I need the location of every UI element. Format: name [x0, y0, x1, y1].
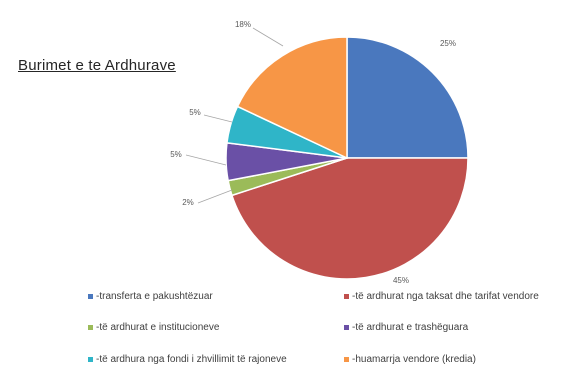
- data-label: 5%: [170, 150, 182, 159]
- legend-swatch: [88, 357, 93, 362]
- legend-label: -të ardhurat nga taksat dhe tarifat vend…: [352, 291, 539, 302]
- slice-labels: 25% 45% 2% 5% 5% 18%: [170, 20, 456, 285]
- legend-label: -transferta e pakushtëzuar: [96, 291, 213, 302]
- legend-item-trasheguara: -të ardhurat e trashëguara: [344, 322, 468, 333]
- data-label: 18%: [235, 20, 251, 29]
- leader-lines: [185, 27, 284, 204]
- data-label: 25%: [440, 39, 456, 48]
- legend-swatch: [88, 325, 93, 330]
- legend-swatch: [344, 294, 349, 299]
- legend-item-taksat: -të ardhurat nga taksat dhe tarifat vend…: [344, 291, 539, 302]
- legend-label: -të ardhurat e institucioneve: [96, 322, 220, 333]
- data-label: 2%: [182, 198, 194, 207]
- legend-label: -huamarrja vendore (kredia): [352, 354, 476, 365]
- legend-item-fondi: -të ardhura nga fondi i zhvillimit të ra…: [88, 354, 287, 365]
- pie-slice: [230, 157, 469, 280]
- legend-item-huamarrja: -huamarrja vendore (kredia): [344, 354, 476, 365]
- legend-item-transferta: -transferta e pakushtëzuar: [88, 291, 213, 302]
- leader-line: [197, 189, 233, 204]
- legend-item-institucioneve: -të ardhurat e institucioneve: [88, 322, 219, 333]
- legend-label: -të ardhurat e trashëguara: [352, 322, 469, 333]
- pie-slices: [225, 36, 469, 280]
- leader-line: [185, 154, 227, 166]
- leader-line: [203, 114, 233, 123]
- pie-slice: [236, 36, 348, 160]
- legend-label: -të ardhura nga fondi i zhvillimit të ra…: [96, 354, 287, 365]
- chart-title: Burimet e te Ardhurave: [18, 57, 176, 74]
- leader-line: [252, 27, 284, 47]
- data-label: 5%: [189, 108, 201, 117]
- legend-swatch: [344, 357, 349, 362]
- legend-swatch: [344, 325, 349, 330]
- data-label: 45%: [393, 276, 409, 285]
- legend-swatch: [88, 294, 93, 299]
- pie-slice: [346, 36, 469, 159]
